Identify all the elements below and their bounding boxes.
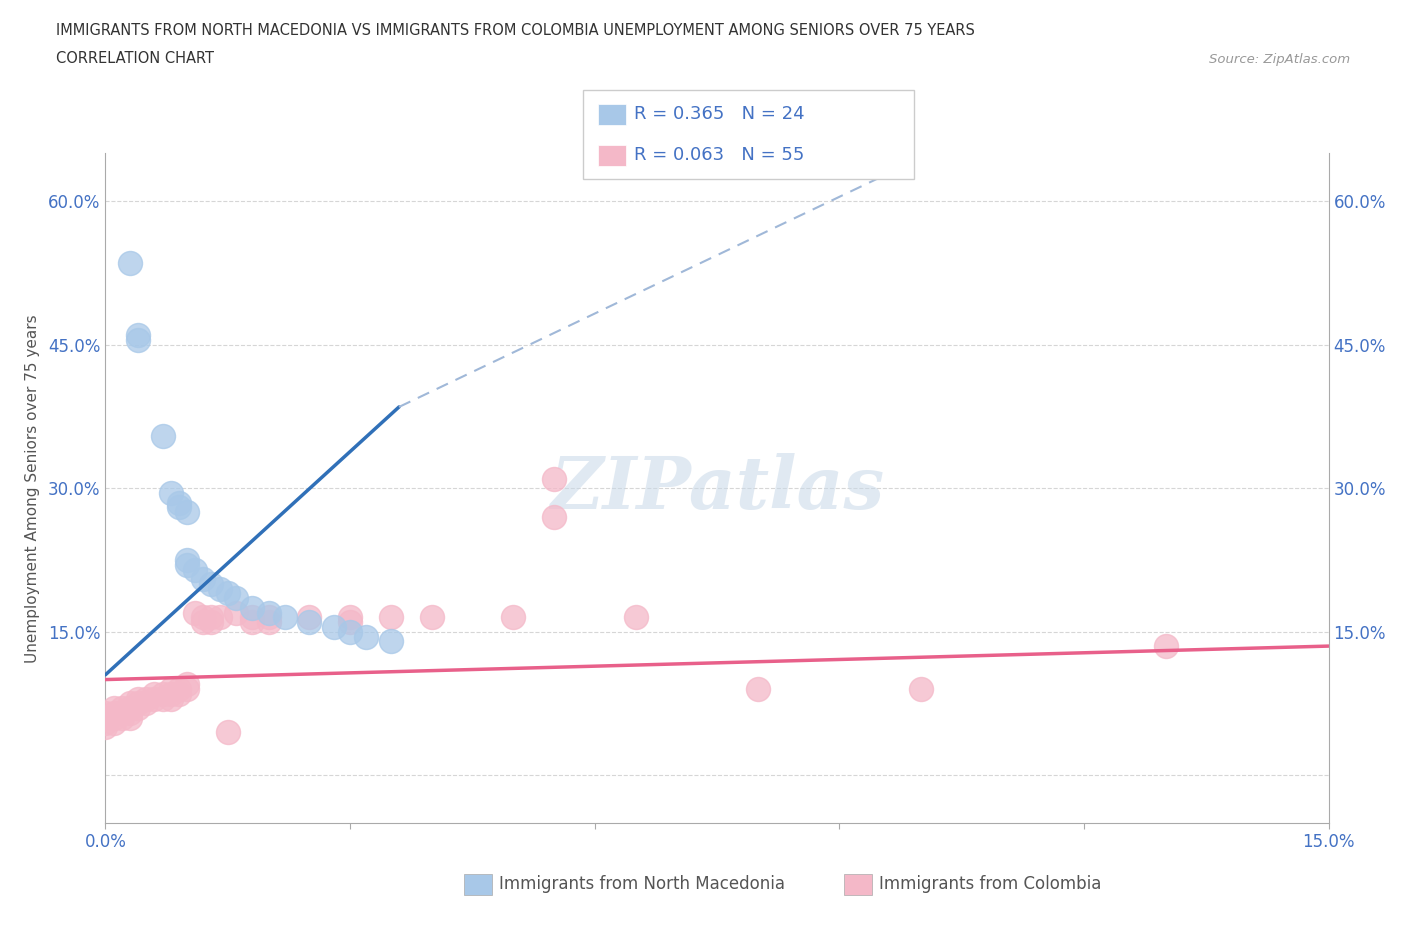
Point: [298, 610, 321, 625]
Point: [356, 629, 378, 644]
Point: [184, 605, 207, 620]
Point: [339, 624, 361, 639]
Point: [103, 711, 125, 725]
Point: [225, 605, 247, 620]
Point: [543, 510, 565, 525]
Point: [380, 610, 402, 625]
Point: [543, 472, 565, 486]
Point: [380, 634, 402, 649]
Point: [159, 682, 181, 697]
Point: [502, 610, 524, 625]
Point: [193, 572, 215, 587]
Point: [135, 696, 157, 711]
Point: [127, 691, 149, 706]
Point: [111, 701, 134, 716]
Point: [111, 711, 134, 725]
Point: [217, 724, 239, 739]
Point: [159, 686, 181, 701]
Point: [167, 500, 190, 515]
Text: R = 0.365   N = 24: R = 0.365 N = 24: [634, 105, 804, 124]
Point: [257, 605, 280, 620]
Point: [152, 691, 174, 706]
Point: [159, 691, 181, 706]
Point: [152, 428, 174, 443]
Point: [339, 610, 361, 625]
Point: [176, 677, 198, 692]
Point: [225, 591, 247, 605]
Point: [257, 615, 280, 630]
Point: [127, 696, 149, 711]
Point: [118, 256, 141, 271]
Point: [176, 505, 198, 520]
Point: [127, 701, 149, 716]
Point: [94, 720, 117, 735]
Point: [111, 706, 134, 721]
Text: ZIPatlas: ZIPatlas: [550, 453, 884, 524]
Text: Immigrants from Colombia: Immigrants from Colombia: [879, 875, 1101, 894]
Point: [118, 696, 141, 711]
Point: [274, 610, 297, 625]
Point: [143, 686, 166, 701]
Point: [176, 682, 198, 697]
Point: [322, 619, 344, 634]
Point: [193, 610, 215, 625]
Point: [143, 691, 166, 706]
Point: [118, 706, 141, 721]
Point: [200, 610, 222, 625]
Text: IMMIGRANTS FROM NORTH MACEDONIA VS IMMIGRANTS FROM COLOMBIA UNEMPLOYMENT AMONG S: IMMIGRANTS FROM NORTH MACEDONIA VS IMMIG…: [56, 23, 976, 38]
Point: [94, 706, 117, 721]
Point: [118, 701, 141, 716]
Point: [208, 581, 231, 596]
Point: [1154, 639, 1177, 654]
Point: [118, 711, 141, 725]
Point: [624, 610, 647, 625]
Point: [339, 615, 361, 630]
Point: [103, 706, 125, 721]
Point: [103, 701, 125, 716]
Point: [159, 485, 181, 500]
Y-axis label: Unemployment Among Seniors over 75 years: Unemployment Among Seniors over 75 years: [25, 314, 39, 662]
Point: [240, 601, 263, 616]
Point: [910, 682, 932, 697]
Point: [240, 610, 263, 625]
Point: [167, 682, 190, 697]
Point: [94, 715, 117, 730]
Point: [127, 333, 149, 348]
Point: [193, 615, 215, 630]
Point: [420, 610, 443, 625]
Point: [240, 615, 263, 630]
Point: [176, 552, 198, 567]
Point: [257, 610, 280, 625]
Point: [208, 610, 231, 625]
Point: [176, 557, 198, 572]
Point: [298, 615, 321, 630]
Point: [167, 495, 190, 510]
Point: [103, 715, 125, 730]
Point: [747, 682, 769, 697]
Text: Source: ZipAtlas.com: Source: ZipAtlas.com: [1209, 53, 1350, 66]
Point: [127, 327, 149, 342]
Point: [217, 586, 239, 601]
Point: [200, 577, 222, 591]
Text: CORRELATION CHART: CORRELATION CHART: [56, 51, 214, 66]
Point: [135, 691, 157, 706]
Point: [167, 686, 190, 701]
Point: [152, 686, 174, 701]
Point: [184, 562, 207, 577]
Text: Immigrants from North Macedonia: Immigrants from North Macedonia: [499, 875, 785, 894]
Text: R = 0.063   N = 55: R = 0.063 N = 55: [634, 146, 804, 165]
Point: [200, 615, 222, 630]
Point: [94, 711, 117, 725]
